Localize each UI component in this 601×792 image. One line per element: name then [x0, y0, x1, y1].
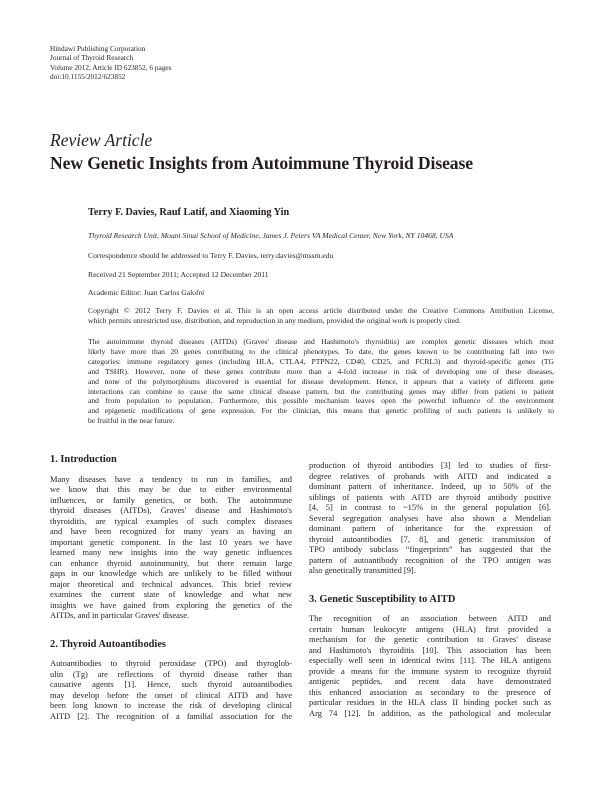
body-line: particular residues in the HLA class II …: [309, 697, 551, 707]
body-line: AITDs, and in particular Graves' disease…: [50, 610, 190, 620]
body-line: AITD [2]. The recognition of a familial …: [50, 710, 292, 721]
left-column: 1. Introduction Many diseases have a ten…: [50, 454, 292, 721]
body-line: degree relatives of probands with AITD a…: [309, 470, 551, 481]
correspondence-text: Correspondence should be addressed to Te…: [88, 251, 261, 260]
body-line: been long known to increase the risk of …: [50, 700, 292, 710]
body-line: important genetic component. In the last…: [50, 536, 292, 547]
body-line: ulin (Tg) are reflections of thyroid dis…: [50, 668, 292, 679]
section-heading-genetic-susceptibility: 3. Genetic Susceptibility to AITD: [309, 593, 456, 605]
author-list: Terry F. Davies, Rauf Latif, and Xiaomin…: [88, 207, 290, 218]
body-line: this enhanced association as secondary t…: [309, 686, 551, 697]
copyright-line: Copyright © 2012 Terry F. Davies et al. …: [88, 306, 554, 315]
right-column: production of thyroid antibodies [3] led…: [309, 460, 551, 718]
body-line: thyroid diseases (AITDs), Graves' diseas…: [50, 505, 292, 515]
abstract-line: categories: immune regulatory genes (inc…: [88, 356, 554, 366]
body-line: influences, or family genetics, or both.…: [50, 494, 292, 505]
body-line: causative agents [1]. Hence, such thyroi…: [50, 679, 292, 689]
abstract-line: likely have more than 20 genes contribut…: [88, 346, 554, 356]
article-title: New Genetic Insights from Autoimmune Thy…: [50, 153, 473, 173]
volume-info: Volume 2012, Article ID 623852, 6 pages: [50, 62, 172, 72]
correspondence-email[interactable]: terry.davies@mssm.edu: [260, 251, 334, 260]
body-line: dominant pattern of inheritance. Indeed,…: [309, 481, 551, 491]
publisher-name: Hindawi Publishing Corporation: [50, 44, 146, 53]
body-line: Several segregation analyses have also s…: [309, 512, 551, 523]
abstract-line: be fruitful in the near future.: [88, 416, 175, 426]
section-heading-introduction: 1. Introduction: [50, 454, 117, 465]
autoantibodies-paragraph-continued: production of thyroid antibodies [3] led…: [309, 460, 551, 576]
body-line: examines the current state of knowledge …: [50, 589, 292, 599]
body-line: and Hashimoto's thyroiditis [10]. This a…: [309, 644, 551, 655]
abstract-line: and from population to population. Furth…: [88, 396, 554, 406]
body-line: certain human leukocyte antigens (HLA) f…: [309, 623, 551, 634]
abstract-line: and TSHR). However, none of these genes …: [88, 366, 554, 376]
body-line: mechanism for the genetic contribution t…: [309, 634, 551, 644]
body-line: thyroid autoantibodies [7, 8], and genet…: [309, 533, 551, 544]
body-line: also genetically transmitted [9].: [309, 565, 416, 575]
abstract-line: interactions can combine to cause the sa…: [88, 386, 554, 396]
body-line: [4, 5] in contrast to ~15% in the genera…: [309, 502, 551, 512]
journal-masthead: Hindawi Publishing Corporation Journal o…: [50, 44, 171, 81]
affiliation: Thyroid Research Unit, Mount Sinai Schoo…: [88, 231, 454, 240]
abstract-line: and epigenetic modifications of gene exp…: [88, 406, 554, 416]
body-line: learned many new insights into the way g…: [50, 547, 292, 557]
autoantibodies-paragraph: Autoantibodies to thyroid peroxidase (TP…: [50, 658, 292, 721]
body-line: antigenic peptides, and recent data have…: [309, 676, 551, 686]
body-line: siblings of patients with AITD are thyro…: [309, 491, 551, 502]
body-line: we know that this may be due to either e…: [50, 484, 292, 494]
body-line: The recognition of an association betwee…: [309, 613, 551, 623]
copyright-notice: Copyright © 2012 Terry F. Davies et al. …: [88, 306, 554, 326]
susceptibility-paragraph: The recognition of an association betwee…: [309, 613, 551, 718]
body-line: pattern of autoantibody recognition of t…: [309, 554, 551, 565]
body-line: TPO antibody subclass “fingerprints” has…: [309, 544, 551, 554]
abstract-line: and none of the polymorphisms discovered…: [88, 376, 554, 386]
body-line: provide a means for the immune system to…: [309, 665, 551, 676]
body-line: thyroiditis, are typical examples of suc…: [50, 515, 292, 526]
abstract: The autoimmune thyroid diseases (AITDs) …: [88, 337, 554, 426]
article-type: Review Article: [50, 130, 153, 150]
academic-editor: Academic Editor: Juan Carlos Galofré: [88, 288, 205, 297]
body-line: can enhance thyroid autoimmunity, but th…: [50, 557, 292, 568]
received-accepted-dates: Received 21 September 2011; Accepted 12 …: [88, 270, 269, 279]
section-heading-thyroid-autoantibodies: 2. Thyroid Autoantibodies: [50, 638, 166, 650]
body-line: insights we have gained from exploring t…: [50, 599, 292, 610]
doi: doi:10.1155/2012/623852: [50, 71, 126, 81]
body-line: and have been recognized for many years …: [50, 526, 292, 536]
journal-name: Journal of Thyroid Research: [50, 53, 134, 63]
body-line: major theoretical and technical advances…: [50, 578, 292, 589]
copyright-line: which permits unrestricted use, distribu…: [88, 315, 461, 325]
body-line: Many diseases have a tendency to run in …: [50, 473, 292, 484]
body-line: may develop before the onset of clinical…: [50, 689, 292, 700]
body-line: production of thyroid antibodies [3] led…: [309, 460, 551, 470]
body-line: especially well seen in identical twins …: [309, 655, 551, 665]
body-line: gaps in our knowledge which are unlikely…: [50, 568, 292, 578]
body-line: Autoantibodies to thyroid peroxidase (TP…: [50, 658, 292, 668]
body-line: dominant pattern of inheritance for the …: [309, 523, 551, 533]
abstract-line: The autoimmune thyroid diseases (AITDs) …: [88, 337, 554, 346]
correspondence: Correspondence should be addressed to Te…: [88, 251, 554, 260]
introduction-paragraph: Many diseases have a tendency to run in …: [50, 474, 292, 621]
body-line: Arg 74 [12]. In addition, as the patholo…: [309, 707, 551, 718]
